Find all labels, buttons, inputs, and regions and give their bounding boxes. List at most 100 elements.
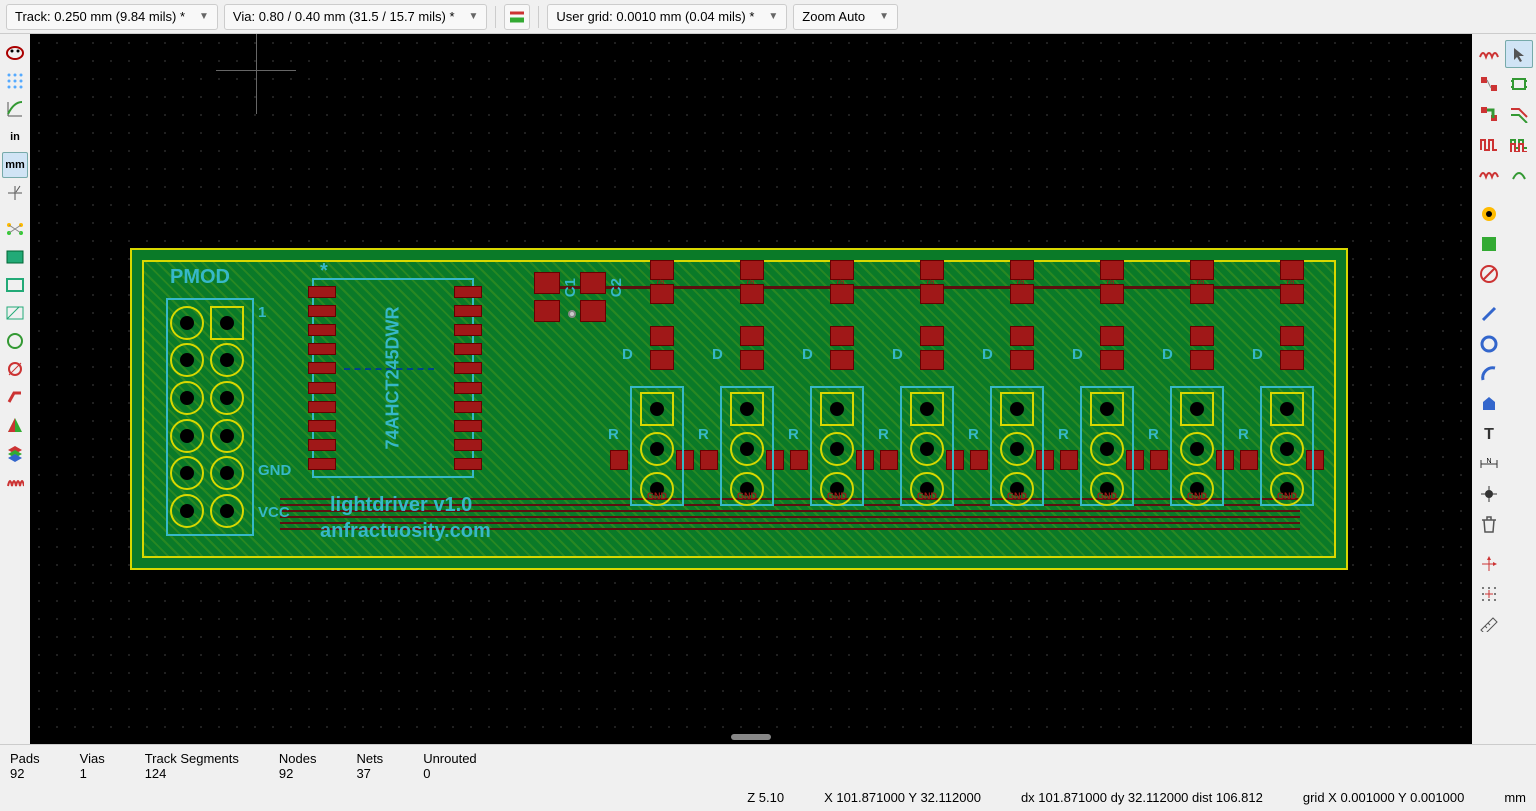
header-pad [820, 432, 854, 466]
route-diff-pair-icon[interactable] [1505, 100, 1533, 128]
smd-pad: +5V [920, 260, 942, 304]
draw-arc-icon[interactable] [1475, 360, 1503, 388]
smd-pad: +5V [1100, 260, 1122, 304]
add-via-icon[interactable] [1475, 200, 1503, 228]
unrouted-value: 0 [423, 766, 476, 781]
left-toolbar: in mm [0, 34, 30, 744]
local-ratsnest-icon[interactable] [1475, 70, 1503, 98]
smd-pad: +5V [830, 260, 852, 304]
output-header: GND [630, 386, 684, 506]
via-outline-icon[interactable] [2, 356, 28, 382]
channel-8: +5V2DRGND [1250, 260, 1340, 530]
d-label: D [1252, 346, 1263, 363]
status-bar: Pads92 Vias1 Track Segments124 Nodes92 N… [0, 744, 1536, 811]
header-pad [1090, 432, 1124, 466]
channel-4: +5V2DRGND [890, 260, 980, 530]
via-dropdown[interactable]: Via: 0.80 / 0.40 mm (31.5 / 15.7 mils) *… [224, 4, 488, 30]
r-label: R [788, 426, 799, 443]
vias-label: Vias [80, 751, 105, 766]
r-label: R [968, 426, 979, 443]
route-track-icon[interactable] [1475, 100, 1503, 128]
add-microwave-icon[interactable] [1505, 160, 1533, 188]
add-target-icon[interactable] [1475, 480, 1503, 508]
outline-zones-icon[interactable] [2, 272, 28, 298]
delete-icon[interactable] [1475, 510, 1503, 538]
draw-polygon-icon[interactable] [1475, 390, 1503, 418]
smd-pad: +5V [740, 260, 762, 304]
add-dimension-icon[interactable]: N [1475, 450, 1503, 478]
d-label: D [1162, 346, 1173, 363]
contrast-mode-icon[interactable] [2, 412, 28, 438]
pads-value: 92 [10, 766, 40, 781]
tune-length-icon[interactable] [1475, 130, 1503, 158]
trk-value: 124 [145, 766, 239, 781]
smd-pad: 2 [650, 326, 672, 370]
highlight-net-icon[interactable] [1475, 40, 1503, 68]
output-header: GND [1080, 386, 1134, 506]
grid-dropdown[interactable]: User grid: 0.0010 mm (0.04 mils) * ▼ [547, 4, 787, 30]
d-label: D [802, 346, 813, 363]
crosshair [256, 34, 257, 114]
layers-icon[interactable] [2, 440, 28, 466]
add-zone-icon[interactable] [1475, 230, 1503, 258]
r-label: R [1058, 426, 1069, 443]
dxy-coords: dx 101.871000 dy 32.112000 dist 106.812 [1021, 790, 1263, 805]
r-label: R [1238, 426, 1249, 443]
header-pad [730, 392, 764, 426]
measure-icon[interactable] [1475, 610, 1503, 638]
svg-text:N: N [1486, 458, 1491, 465]
header-pad: GND [910, 472, 944, 506]
select-tool-icon[interactable] [1505, 40, 1533, 68]
zone-hatch-icon[interactable] [2, 300, 28, 326]
header-pad [1270, 432, 1304, 466]
grid-label: User grid: 0.0010 mm (0.04 mils) * [556, 9, 754, 24]
add-text-icon[interactable]: T [1475, 420, 1503, 448]
add-keepout-icon[interactable] [1475, 260, 1503, 288]
track-outline-icon[interactable] [2, 384, 28, 410]
grid-origin-icon[interactable] [1475, 580, 1503, 608]
units-in-button[interactable]: in [2, 124, 28, 150]
header-pad [640, 392, 674, 426]
r-label: R [608, 426, 619, 443]
mwave-icon[interactable] [2, 468, 28, 494]
drc-off-icon[interactable] [2, 40, 28, 66]
smd-pad: +5V [1190, 260, 1212, 304]
d-label: D [892, 346, 903, 363]
output-channels: +5V2DRGND+5V2DRGND+5V2DRGND+5V2DRGND+5V2… [130, 248, 1348, 570]
ratsnest-icon[interactable] [2, 216, 28, 242]
set-origin-icon[interactable] [1475, 550, 1503, 578]
auto-track-width-button[interactable] [504, 4, 530, 30]
pad-outline-icon[interactable] [2, 328, 28, 354]
smd-pad [790, 450, 808, 470]
fill-zones-icon[interactable] [2, 244, 28, 270]
header-pad: GND [640, 472, 674, 506]
chevron-down-icon: ▼ [469, 11, 479, 22]
units-mm-button[interactable]: mm [2, 152, 28, 178]
draw-line-icon[interactable] [1475, 300, 1503, 328]
channel-7: +5V2DRGND [1160, 260, 1250, 530]
header-pad: GND [730, 472, 764, 506]
cursor-shape-icon[interactable] [2, 180, 28, 206]
pcb-canvas[interactable]: PMOD 1 GND VCC * lightdriver v1.0 anfrac… [30, 34, 1472, 744]
right-toolbar: T N [1472, 34, 1536, 744]
tune-skew-icon[interactable] [1475, 160, 1503, 188]
smd-pad: 2 [1280, 326, 1302, 370]
tune-diff-pair-icon[interactable] [1505, 130, 1533, 158]
header-pad: GND [1180, 472, 1214, 506]
track-dropdown[interactable]: Track: 0.250 mm (9.84 mils) * ▼ [6, 4, 218, 30]
d-label: D [1072, 346, 1083, 363]
r-label: R [698, 426, 709, 443]
add-footprint-icon[interactable] [1505, 70, 1533, 98]
polar-icon[interactable] [2, 96, 28, 122]
grid-coords: grid X 0.001000 Y 0.001000 [1303, 790, 1464, 805]
smd-pad: 2 [740, 326, 762, 370]
header-pad [1270, 392, 1304, 426]
zoom-dropdown[interactable]: Zoom Auto ▼ [793, 4, 898, 30]
horizontal-scroll-handle[interactable] [731, 734, 771, 740]
grid-icon[interactable] [2, 68, 28, 94]
units-mm-label: mm [5, 159, 25, 171]
r-label: R [878, 426, 889, 443]
smd-pad [880, 450, 898, 470]
draw-circle-icon[interactable] [1475, 330, 1503, 358]
status-units: mm [1504, 790, 1526, 805]
